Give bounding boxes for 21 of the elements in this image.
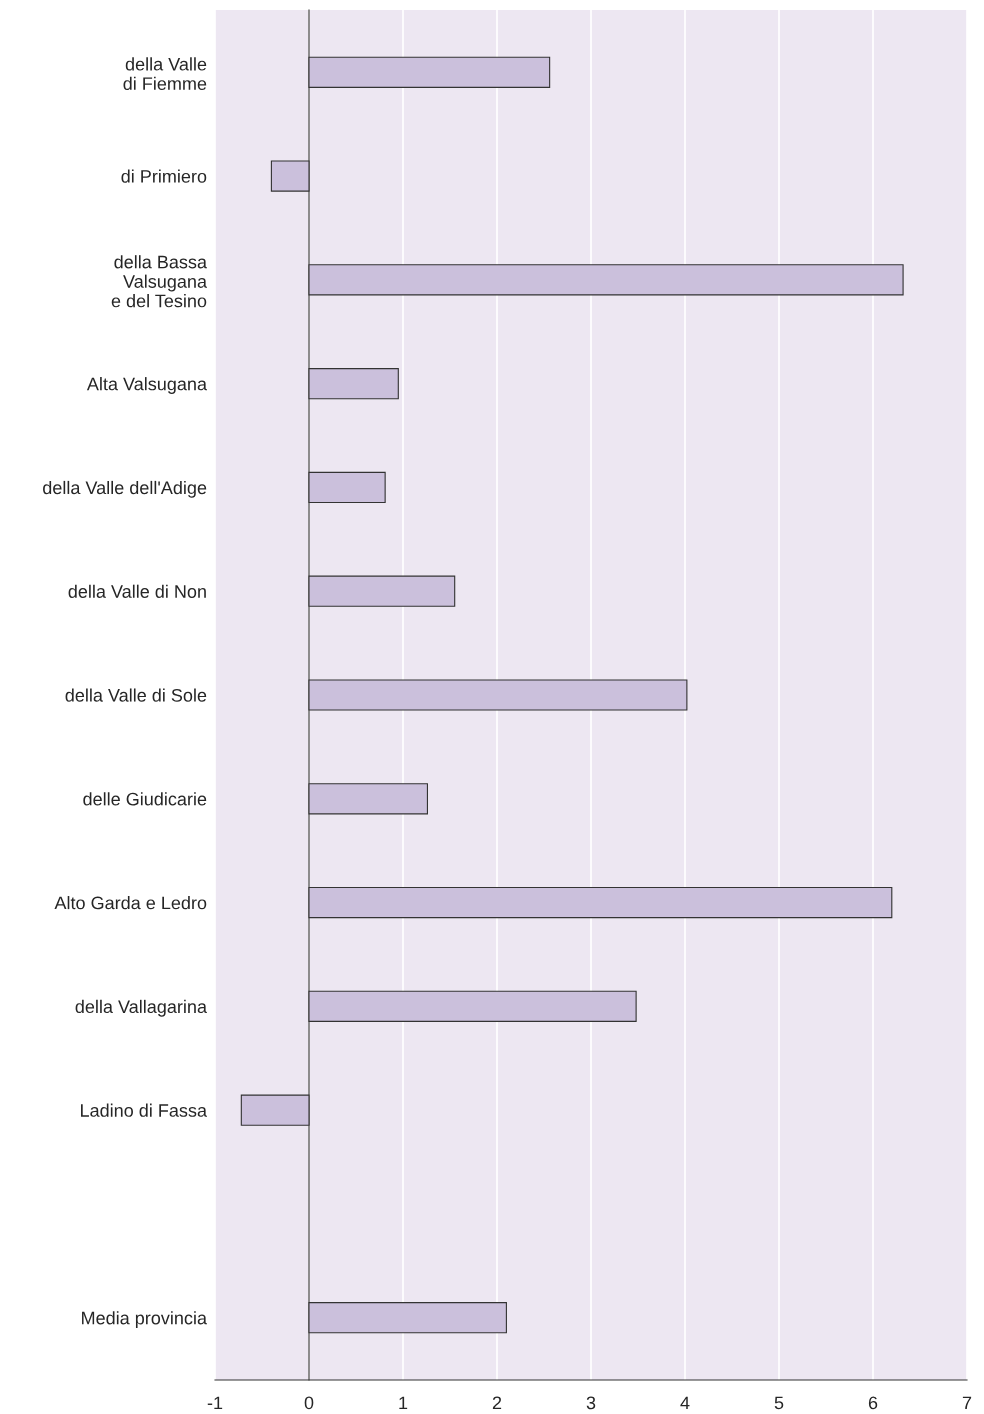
y-tick-label: di Primiero [121,169,207,183]
x-tick-label: 2 [492,1396,502,1410]
x-tick-label: 3 [586,1396,596,1410]
x-tick-label: 4 [680,1396,690,1410]
y-tick-label: della Valle di Non [68,584,206,598]
y-tick-label: Alta Valsugana [86,377,207,394]
x-tick-label: 1 [399,1396,408,1410]
x-tick-label: -1 [207,1396,223,1410]
y-tick-label: delle Giudicarie [83,792,207,806]
y-tick-label: della Bassa Valsugana e del Tesino [111,255,207,308]
x-tick-label: 6 [868,1396,878,1410]
y-tick-label: Media provincia [82,1311,208,1329]
y-tick-label: della Valle di Fiemme [123,57,207,91]
y-tick-label: della Valle di Sole [65,688,207,702]
y-tick-label: Ladino di Fassa [81,1103,208,1117]
x-tick-label: 5 [774,1396,784,1410]
x-tick-label: 0 [304,1396,314,1410]
x-tick-label: 7 [962,1396,972,1410]
y-tick-label: della Valle dell'Adige [43,480,207,498]
y-tick-label: della Vallagarina [75,999,208,1017]
y-tick-label: Alto Garda e Ledro [54,896,207,910]
